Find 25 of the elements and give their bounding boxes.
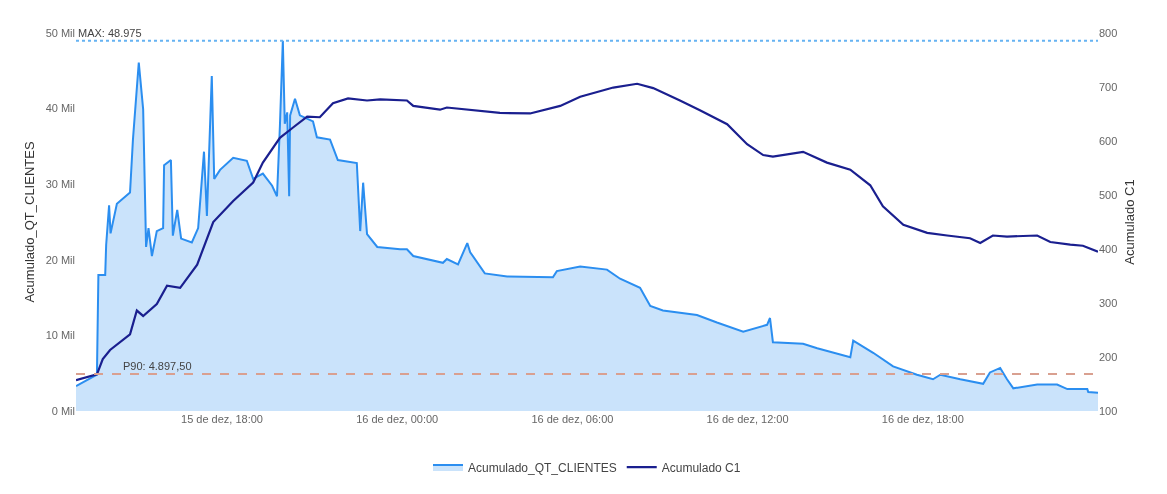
y2-tick-label: 200 (1099, 350, 1118, 363)
y-tick-label: 20 Mil (45, 253, 75, 266)
y2-tick-label: 800 (1099, 26, 1118, 39)
y-tick-label: 40 Mil (45, 102, 75, 115)
y2-tick-label: 300 (1099, 296, 1118, 309)
y2-tick-label: 700 (1099, 80, 1118, 93)
ref-line-label: MAX: 48.975 (78, 27, 142, 39)
y2-tick-label: 100 (1099, 404, 1118, 417)
legend-label: Acumulado_QT_CLIENTES (468, 460, 617, 475)
y-tick-label: 10 Mil (45, 329, 75, 342)
x-tick-label: 16 de dez, 00:00 (356, 413, 439, 425)
y-tick-label: 30 Mil (45, 178, 75, 191)
y-axis-title: Acumulado_QT_CLIENTES (21, 141, 37, 303)
ref-line-label: P90: 4.897,50 (123, 360, 192, 372)
y2-tick-label: 600 (1099, 134, 1118, 147)
y-tick-label: 0 Mil (51, 404, 75, 417)
x-tick-label: 16 de dez, 06:00 (531, 413, 614, 425)
x-tick-label: 16 de dez, 18:00 (881, 413, 964, 425)
x-tick-label: 15 de dez, 18:00 (181, 413, 263, 425)
y2-axis-title: Acumulado C1 (1121, 179, 1137, 265)
y-tick-label: 50 Mil (45, 26, 75, 39)
y2-tick-label: 400 (1099, 242, 1118, 255)
y2-tick-label: 500 (1099, 188, 1118, 201)
legend-label: Acumulado C1 (661, 460, 741, 475)
x-tick-label: 16 de dez, 12:00 (706, 413, 789, 425)
